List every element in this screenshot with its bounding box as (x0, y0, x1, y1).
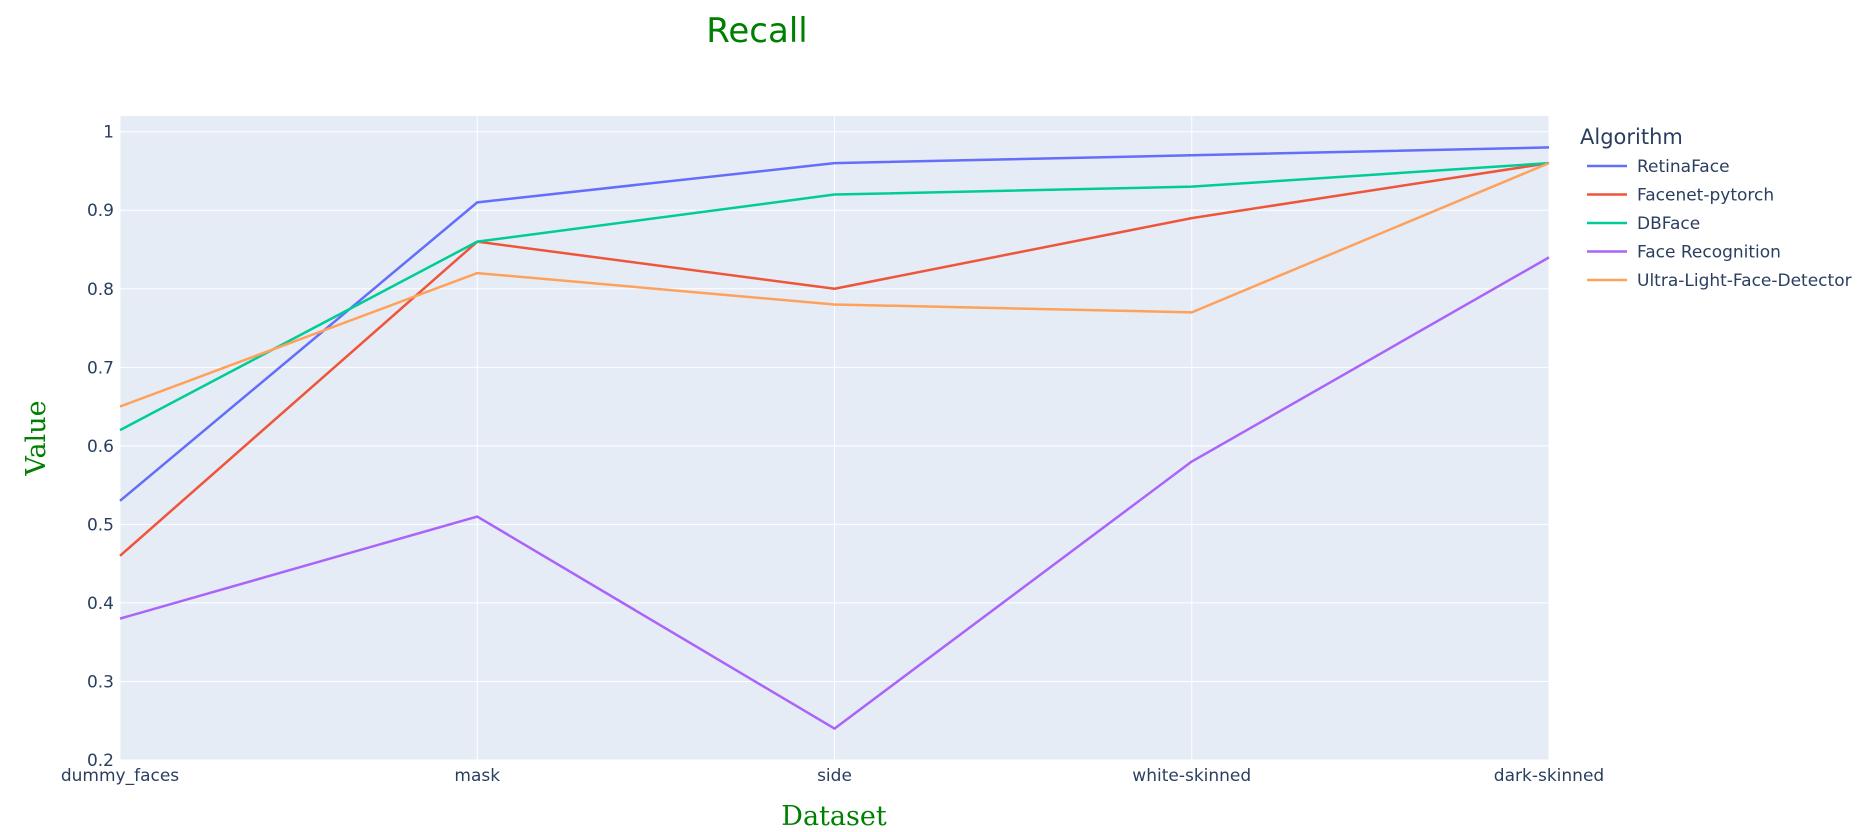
y-axis-ticks: 0.2 0.3 0.4 0.5 0.6 0.7 0.8 0.9 1 (87, 123, 114, 771)
y-axis-title: Value (21, 400, 52, 476)
legend-label: DBFace (1637, 214, 1700, 234)
legend-label: Ultra-Light-Face-Detector (1637, 271, 1852, 291)
y-tick-label: 0.7 (87, 358, 114, 378)
chart-title: Recall (706, 11, 807, 51)
x-tick-label: side (817, 766, 852, 786)
legend-item-retinaface[interactable]: RetinaFace (1587, 157, 1730, 177)
x-tick-label: white-skinned (1132, 766, 1251, 786)
series-line-facenet-pytorch (119, 161, 1550, 557)
x-axis-title: Dataset (781, 801, 887, 832)
legend-label: Face Recognition (1637, 243, 1781, 263)
series-lines (119, 146, 1550, 730)
legend-item-dbface[interactable]: DBFace (1587, 214, 1700, 234)
series-line-dbface (119, 161, 1550, 432)
legend: Algorithm RetinaFace Facenet-pytorch DBFac… (1580, 125, 1852, 291)
legend-items: RetinaFace Facenet-pytorch DBFace Face Reco… (1587, 157, 1852, 291)
x-tick-label: dark-skinned (1494, 766, 1604, 786)
x-tick-label: dummy_faces (61, 766, 179, 786)
legend-label: Facenet-pytorch (1637, 186, 1774, 206)
series-line-retinaface (119, 146, 1550, 502)
legend-item-ultra-light-face-detector[interactable]: Ultra-Light-Face-Detector (1587, 271, 1852, 291)
y-tick-label: 0.4 (87, 594, 114, 614)
y-tick-label: 0.3 (87, 672, 114, 692)
legend-item-facenet-pytorch[interactable]: Facenet-pytorch (1587, 186, 1774, 206)
y-tick-label: 0.2 (87, 751, 114, 771)
legend-label: RetinaFace (1637, 157, 1730, 177)
legend-title: Algorithm (1580, 125, 1683, 149)
y-tick-label: 1 (103, 123, 114, 143)
series-line-ultra-light-face-detector (119, 161, 1550, 408)
x-tick-label: mask (454, 766, 500, 786)
legend-item-face-recognition[interactable]: Face Recognition (1587, 243, 1781, 263)
y-tick-label: 0.6 (87, 437, 114, 457)
series-line-face-recognition (119, 256, 1550, 730)
grid-lines (119, 116, 1550, 761)
x-axis-ticks: dummy_faces mask side white-skinned dark-ski… (61, 766, 1604, 786)
y-tick-label: 0.9 (87, 201, 114, 221)
y-tick-label: 0.5 (87, 515, 114, 535)
y-tick-label: 0.8 (87, 280, 114, 300)
